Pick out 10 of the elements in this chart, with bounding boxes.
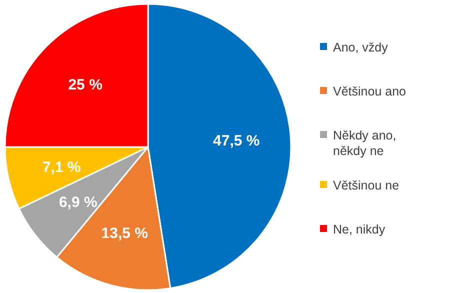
data-label: 6,9 % bbox=[58, 194, 98, 211]
legend-label: Ne, nikdy bbox=[333, 222, 386, 236]
legend-label: Většinou ano bbox=[333, 84, 406, 98]
legend-label: Většinou ne bbox=[333, 178, 400, 192]
data-label: 47,5 % bbox=[213, 132, 260, 150]
data-label: 13,5 % bbox=[101, 224, 148, 242]
legend-label: Ano, vždy bbox=[333, 40, 389, 54]
data-label: 25 % bbox=[68, 76, 102, 94]
data-label: 7,1 % bbox=[42, 158, 81, 176]
legend-label: Někdy ano, někdy ne bbox=[333, 128, 396, 158]
